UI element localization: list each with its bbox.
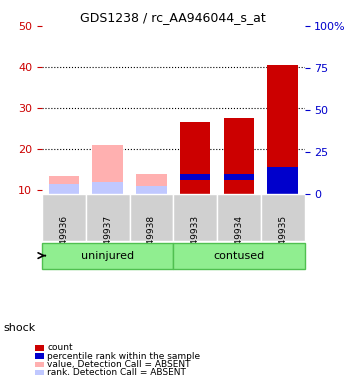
FancyBboxPatch shape [42,243,173,268]
FancyBboxPatch shape [173,194,217,241]
FancyBboxPatch shape [130,194,173,241]
Text: percentile rank within the sample: percentile rank within the sample [47,352,200,361]
Text: value, Detection Call = ABSENT: value, Detection Call = ABSENT [47,360,191,369]
Text: GSM49938: GSM49938 [147,215,156,264]
Bar [49,184,79,194]
FancyBboxPatch shape [42,194,86,241]
Bar [180,174,210,180]
Bar [92,182,123,194]
Text: uninjured: uninjured [81,251,134,261]
Bar [224,118,254,194]
Bar [136,174,167,194]
Bar [49,176,79,194]
Bar [224,174,254,180]
Text: rank, Detection Call = ABSENT: rank, Detection Call = ABSENT [47,368,186,375]
Bar [267,65,298,194]
Bar [92,145,123,194]
FancyBboxPatch shape [217,194,261,241]
Text: contused: contused [213,251,265,261]
Text: count: count [47,344,73,352]
Text: GSM49936: GSM49936 [60,215,68,264]
Bar [136,186,167,194]
Bar [180,122,210,194]
FancyBboxPatch shape [86,194,130,241]
FancyBboxPatch shape [261,194,304,241]
Text: shock: shock [4,323,36,333]
Text: GSM49934: GSM49934 [234,215,243,264]
Title: GDS1238 / rc_AA946044_s_at: GDS1238 / rc_AA946044_s_at [80,11,266,24]
Text: GSM49933: GSM49933 [191,215,199,264]
Text: GSM49937: GSM49937 [103,215,112,264]
FancyBboxPatch shape [173,243,304,268]
Text: GSM49935: GSM49935 [278,215,287,264]
Bar [267,167,298,194]
